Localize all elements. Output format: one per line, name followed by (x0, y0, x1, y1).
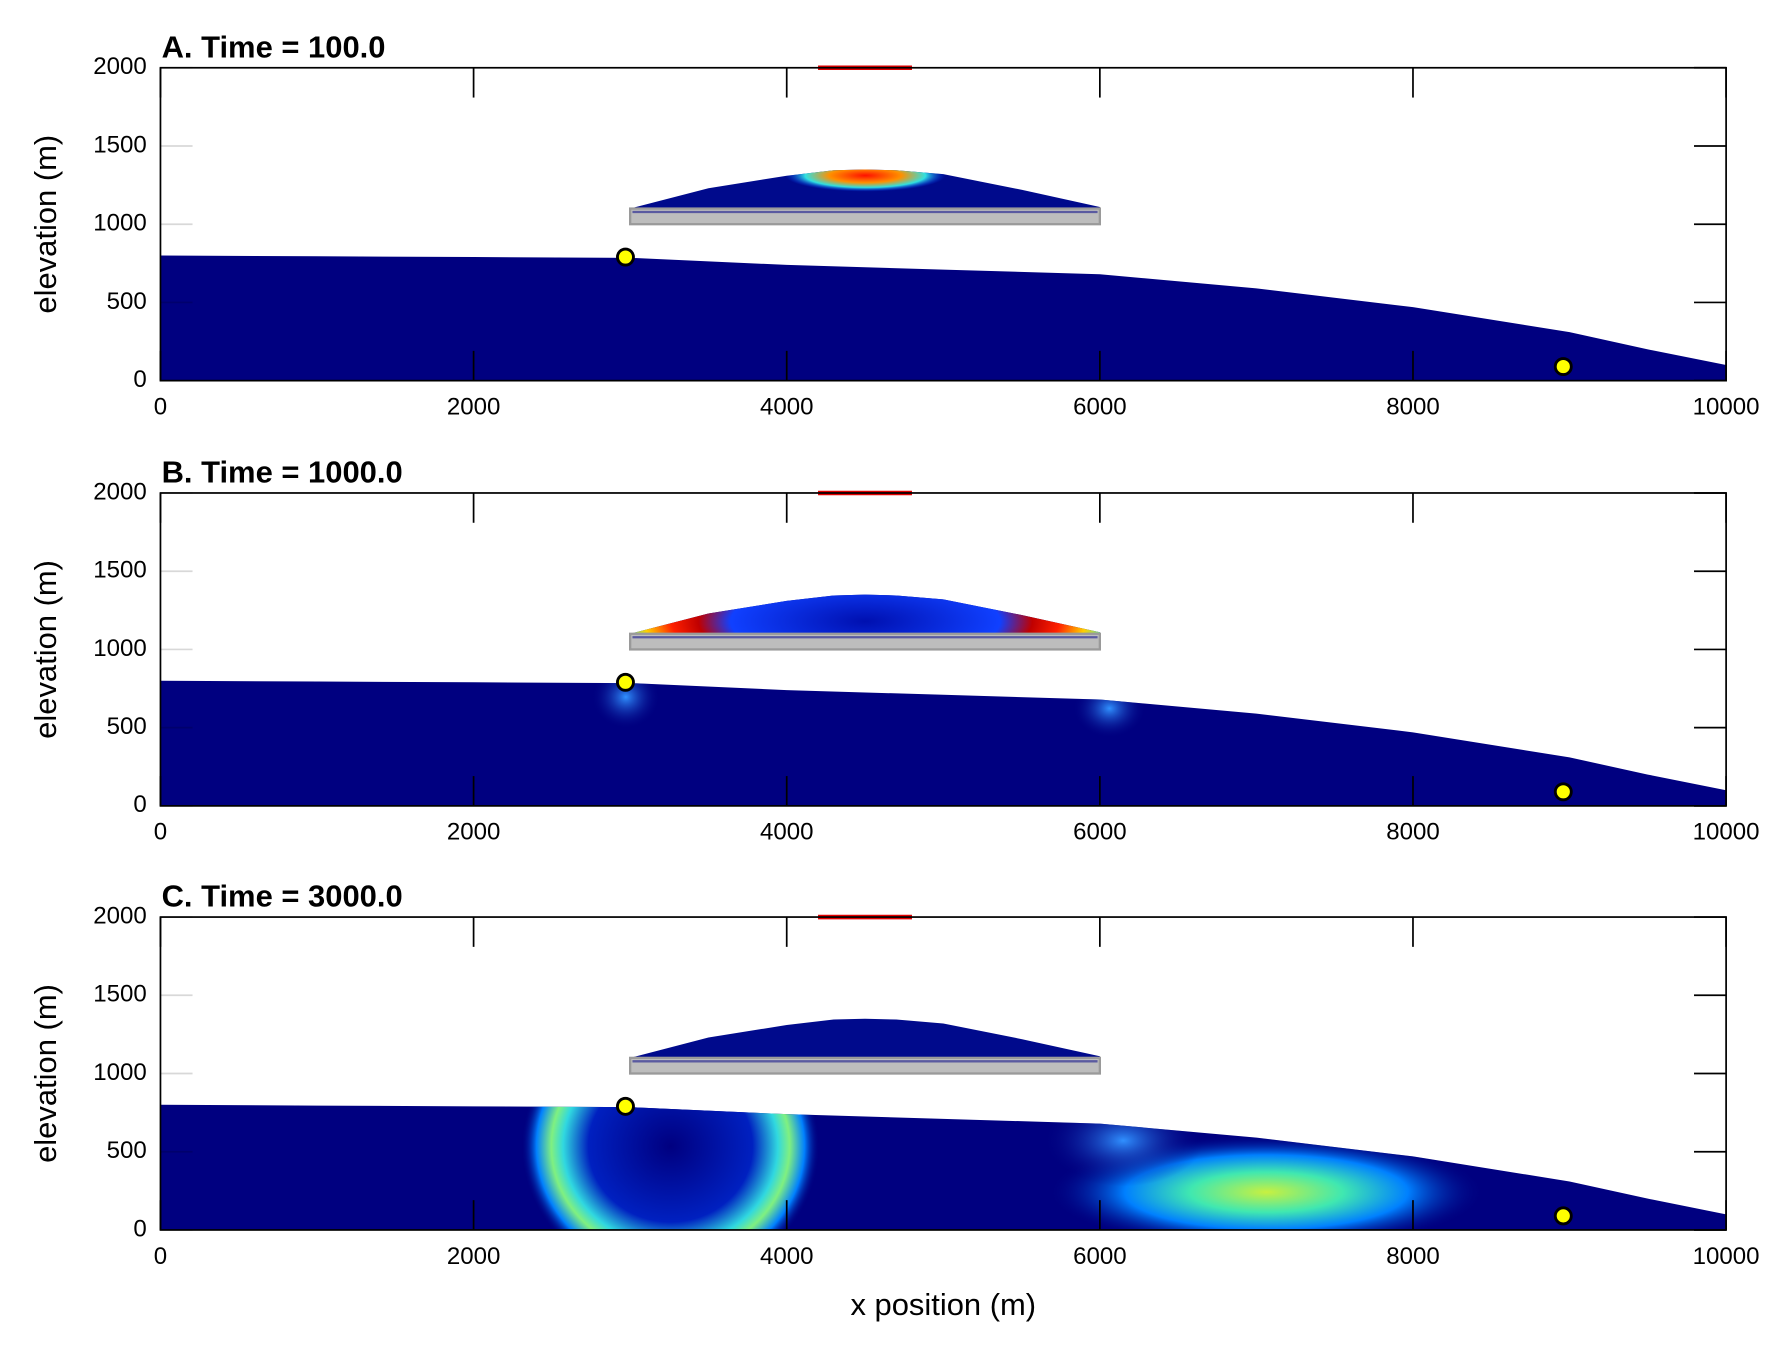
observation-point (616, 247, 635, 267)
x-tick-label: 10000 (1693, 394, 1760, 421)
x-tick-label: 6000 (1073, 819, 1127, 846)
x-tick-label: 4000 (760, 394, 814, 421)
chart-title: A. Time = 100.0 (162, 29, 386, 64)
y-tick-label: 500 (107, 288, 147, 315)
pile-area (630, 1018, 1100, 1058)
ground-area (160, 1104, 1727, 1230)
x-tick-label: 8000 (1386, 394, 1440, 421)
x-tick-label: 0 (154, 1243, 167, 1270)
x-tick-label: 6000 (1073, 394, 1127, 421)
ground-area (160, 680, 1727, 806)
field-shading (1072, 680, 1147, 739)
observation-point (1553, 357, 1573, 377)
ground-area (160, 255, 1727, 381)
y-tick-label: 1000 (93, 210, 147, 237)
y-tick-label: 2000 (93, 478, 147, 505)
field-shading (785, 169, 946, 192)
y-axis-label: elevation (m) (28, 984, 63, 1163)
x-tick-label: 8000 (1386, 1243, 1440, 1270)
x-tick-label: 0 (154, 819, 167, 846)
y-tick-label: 1500 (93, 981, 147, 1008)
y-tick-label: 0 (133, 366, 146, 393)
observation-point (616, 1096, 635, 1116)
chart-title: B. Time = 1000.0 (162, 455, 403, 490)
x-tick-label: 4000 (760, 1243, 814, 1270)
y-tick-label: 1000 (93, 1059, 147, 1086)
observation-point (1553, 1206, 1573, 1226)
x-tick-label: 4000 (760, 819, 814, 846)
field-shading (521, 1104, 820, 1230)
x-tick-label: 2000 (447, 1243, 501, 1270)
field-shading (630, 594, 1100, 634)
x-axis-label: x position (m) (850, 1287, 1036, 1322)
x-tick-label: 2000 (447, 394, 501, 421)
y-tick-label: 0 (133, 791, 146, 818)
y-tick-label: 1000 (93, 635, 147, 662)
field-shading (1042, 1104, 1204, 1187)
x-tick-label: 10000 (1693, 1243, 1760, 1270)
observation-point (1553, 782, 1573, 802)
y-axis-label: elevation (m) (28, 135, 63, 314)
observation-point (616, 672, 635, 692)
y-axis-label: elevation (m) (28, 560, 63, 739)
y-tick-label: 1500 (93, 557, 147, 584)
y-tick-label: 2000 (93, 53, 147, 80)
y-tick-label: 2000 (93, 902, 147, 929)
chart-title: C. Time = 3000.0 (162, 879, 403, 914)
y-tick-label: 0 (133, 1215, 146, 1242)
x-tick-label: 0 (154, 394, 167, 421)
x-tick-label: 6000 (1073, 1243, 1127, 1270)
y-tick-label: 1500 (93, 131, 147, 158)
x-tick-label: 8000 (1386, 819, 1440, 846)
x-tick-label: 2000 (447, 819, 501, 846)
x-tick-label: 10000 (1693, 819, 1760, 846)
y-tick-label: 500 (107, 713, 147, 740)
y-tick-label: 500 (107, 1137, 147, 1164)
